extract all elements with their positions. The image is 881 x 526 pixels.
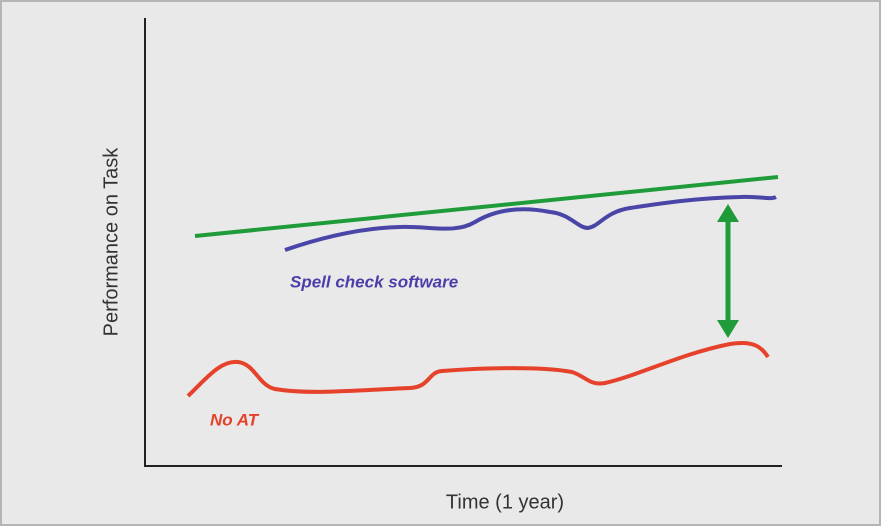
upper-curve-label: Spell check software [290, 272, 458, 291]
lower-curve-label: No AT [210, 410, 260, 429]
lower-curve [186, 341, 770, 398]
x-axis-label: Time (1 year) [446, 491, 564, 513]
y-axis-label: Performance on Task [100, 147, 122, 337]
gap-arrow-head-top [717, 204, 739, 222]
gap-arrow-head-bottom [717, 320, 739, 338]
upper-curve [284, 194, 777, 252]
target-line [194, 175, 779, 238]
